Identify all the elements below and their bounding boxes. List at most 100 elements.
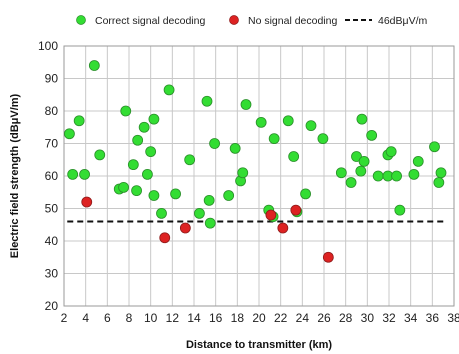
- x-tick-label: 34: [404, 311, 418, 325]
- y-tick-label: 90: [45, 72, 59, 86]
- point-no-decoding: [322, 251, 334, 263]
- point-correct-decoding: [240, 99, 252, 110]
- y-tick-label: 100: [38, 39, 58, 53]
- x-tick-labels: 2 4 6 8 10 12 14 16 18 20 22 24 26 28 30 32 34 36 38: [61, 311, 459, 325]
- x-tick-label: 28: [339, 311, 353, 325]
- x-tick-label: 10: [144, 311, 158, 325]
- legend-label-reference-line: 46dBμV/m: [378, 15, 427, 27]
- point-correct-decoding: [132, 134, 144, 146]
- y-tick-label: 50: [45, 202, 59, 216]
- point-correct-decoding: [201, 95, 213, 107]
- x-tick-label: 22: [274, 311, 288, 325]
- point-correct-decoding: [73, 115, 85, 127]
- y-tick-label: 40: [45, 234, 59, 248]
- point-correct-decoding: [356, 113, 368, 125]
- x-tick-label: 18: [231, 311, 245, 325]
- point-correct-decoding: [288, 151, 300, 162]
- x-tick-label: 38: [447, 311, 459, 325]
- plot-border: [63, 45, 455, 307]
- data-points: [64, 60, 447, 263]
- y-tick-label: 80: [45, 104, 59, 118]
- point-correct-decoding: [317, 133, 329, 145]
- x-tick-label: 26: [317, 311, 331, 325]
- x-tick-label: 30: [361, 311, 375, 325]
- point-correct-decoding: [435, 167, 447, 179]
- point-correct-decoding: [184, 154, 196, 166]
- x-tick-label: 2: [61, 311, 68, 325]
- legend-marker-no-signal: [229, 15, 239, 25]
- point-correct-decoding: [351, 151, 362, 162]
- legend-label-no-signal: No signal decoding: [248, 15, 337, 27]
- y-tick-labels: 20 30 40 50 60 70 80 90 100: [38, 39, 58, 313]
- x-tick-label: 8: [126, 311, 133, 325]
- point-correct-decoding: [138, 121, 150, 133]
- y-tick-label: 20: [45, 299, 59, 313]
- point-correct-decoding: [229, 142, 241, 154]
- x-tick-label: 14: [187, 311, 201, 325]
- x-tick-label: 16: [209, 311, 223, 325]
- point-correct-decoding: [204, 217, 216, 229]
- point-correct-decoding: [209, 138, 220, 149]
- y-tick-label: 30: [45, 267, 59, 281]
- point-correct-decoding: [345, 177, 357, 188]
- x-axis-title: Distance to transmitter (km): [186, 339, 332, 351]
- point-correct-decoding: [148, 190, 160, 201]
- point-correct-decoding: [67, 168, 79, 180]
- point-correct-decoding: [120, 105, 132, 117]
- point-correct-decoding: [385, 146, 397, 158]
- point-correct-decoding: [394, 204, 406, 216]
- point-correct-decoding: [408, 168, 420, 180]
- point-correct-decoding: [94, 149, 106, 161]
- point-correct-decoding: [429, 141, 440, 153]
- point-correct-decoding: [305, 120, 317, 132]
- point-correct-decoding: [170, 188, 181, 200]
- y-tick-label: 60: [45, 169, 59, 183]
- point-correct-decoding: [223, 190, 235, 201]
- x-tick-label: 32: [382, 311, 396, 325]
- point-correct-decoding: [127, 159, 139, 171]
- y-tick-label: 70: [45, 137, 59, 151]
- point-no-decoding: [277, 222, 289, 234]
- point-correct-decoding: [118, 181, 129, 193]
- point-correct-decoding: [148, 113, 160, 125]
- point-no-decoding: [159, 232, 171, 244]
- legend-label-correct: Correct signal decoding: [95, 15, 205, 27]
- point-correct-decoding: [163, 84, 175, 96]
- y-axis-title: Electric field strength (dBμV/m): [9, 93, 21, 258]
- point-correct-decoding: [145, 146, 157, 158]
- point-correct-decoding: [156, 207, 167, 219]
- x-tick-label: 20: [252, 311, 266, 325]
- point-no-decoding: [290, 204, 302, 216]
- point-correct-decoding: [131, 185, 142, 197]
- point-correct-decoding: [366, 129, 378, 141]
- legend: Correct signal decoding No signal decodi…: [76, 15, 427, 27]
- x-tick-label: 36: [426, 311, 440, 325]
- point-correct-decoding: [372, 170, 384, 182]
- point-correct-decoding: [64, 128, 75, 140]
- x-tick-label: 24: [296, 311, 310, 325]
- point-correct-decoding: [203, 194, 215, 206]
- point-no-decoding: [265, 209, 277, 221]
- point-correct-decoding: [268, 133, 280, 145]
- x-tick-label: 4: [82, 311, 89, 325]
- point-correct-decoding: [335, 167, 347, 179]
- point-correct-decoding: [433, 177, 445, 188]
- point-no-decoding: [81, 196, 93, 208]
- point-correct-decoding: [237, 167, 249, 179]
- point-correct-decoding: [300, 188, 311, 200]
- point-correct-decoding: [391, 170, 402, 182]
- point-no-decoding: [179, 222, 191, 234]
- point-correct-decoding: [142, 168, 153, 180]
- point-correct-decoding: [255, 116, 267, 128]
- point-correct-decoding: [88, 60, 100, 71]
- point-correct-decoding: [282, 115, 294, 127]
- point-correct-decoding: [355, 165, 367, 177]
- point-correct-decoding: [358, 155, 370, 167]
- point-correct-decoding: [79, 168, 90, 180]
- legend-marker-correct: [76, 15, 86, 25]
- x-tick-label: 12: [166, 311, 180, 325]
- x-tick-label: 6: [104, 311, 111, 325]
- point-correct-decoding: [412, 155, 424, 167]
- axes: [63, 45, 455, 307]
